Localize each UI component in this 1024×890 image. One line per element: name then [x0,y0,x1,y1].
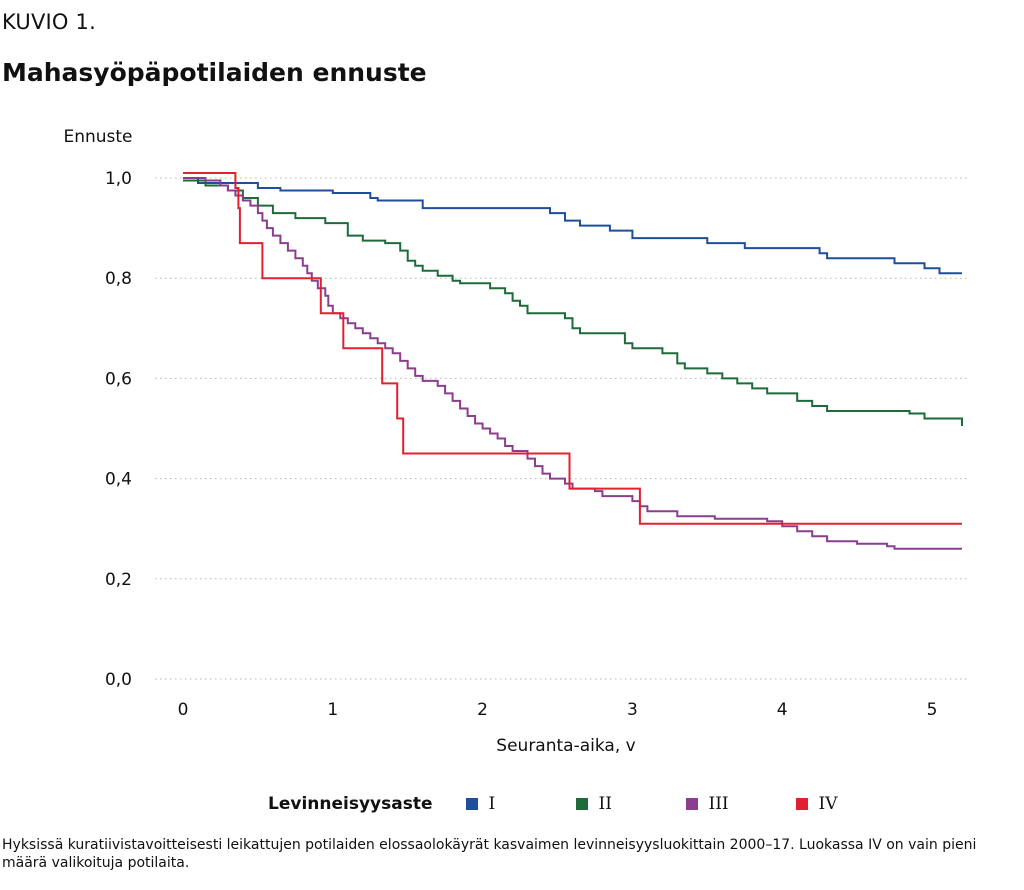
legend-item-iv: IV [796,794,906,814]
x-tick-label: 5 [927,700,938,720]
figure-label: KUVIO 1. [2,10,96,34]
y-tick-label: 0,2 [105,570,132,590]
legend-item-iii: III [686,794,796,814]
x-axis-label: Seuranta-aika, v [496,736,635,756]
legend-label-i: I [488,794,496,814]
series-lines [183,172,963,550]
x-tick-labels: 0 1 2 3 4 5 [178,700,938,720]
figure-caption: Hyksissä kuratiivistavoitteisesti leikat… [2,837,977,871]
series-line-i [183,177,962,275]
y-tick-label: 0,8 [105,269,132,289]
legend-label-iii: III [708,794,729,814]
legend-swatch-ii [576,798,589,810]
legend-swatch-i [466,798,479,810]
y-tick-label: 0,6 [105,369,132,389]
legend-label-iv: IV [818,794,838,814]
y-tick-label: 0,0 [105,670,132,690]
legend-title: Levinneisyysaste [268,794,433,814]
x-tick-label: 1 [327,700,338,720]
y-tick-label: 0,4 [105,470,132,490]
series-line-ii [183,179,963,426]
x-tick-label: 2 [477,700,488,720]
legend-item-i: I [466,794,576,814]
legend-item-ii: II [576,794,686,814]
chart-title: Mahasyöpäpotilaiden ennuste [2,58,427,87]
grid-lines [155,177,968,680]
x-tick-label: 0 [178,700,189,720]
legend-label-ii: II [598,794,612,814]
legend-swatch-iv [796,798,809,810]
legend: Levinneisyysaste I II III IV [268,794,906,814]
legend-swatch-iii [686,798,699,810]
x-tick-label: 4 [777,700,788,720]
series-line-iv [183,172,962,525]
y-axis-label: Ennuste [63,127,132,147]
y-tick-labels: 0,0 0,2 0,4 0,6 0,8 1,0 [105,169,132,690]
series-line-iii [183,177,962,550]
x-tick-label: 3 [627,700,638,720]
y-tick-label: 1,0 [105,169,132,189]
